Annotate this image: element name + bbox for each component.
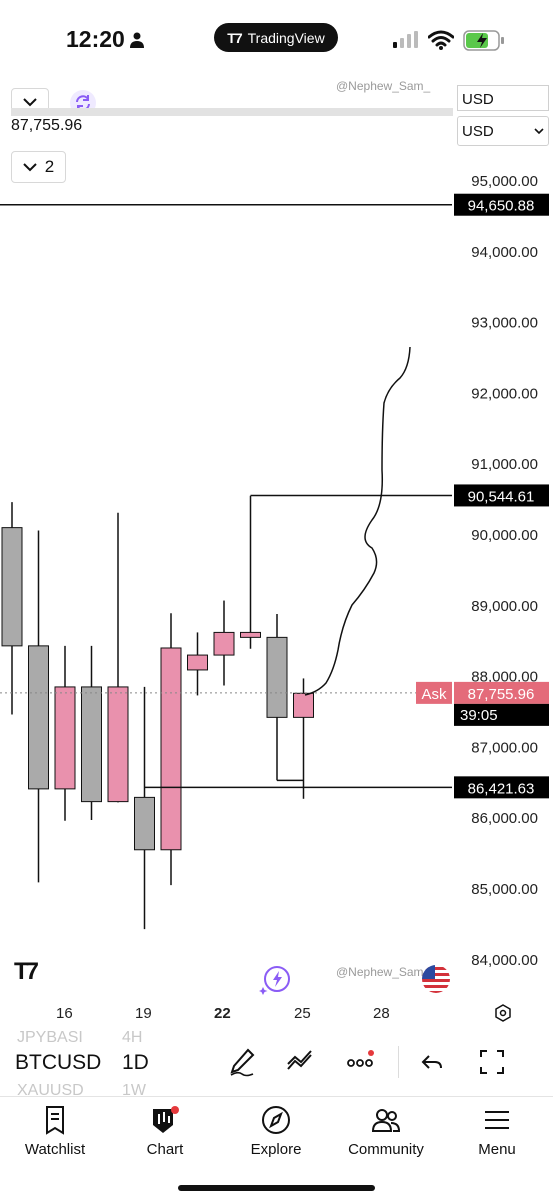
nav-community[interactable]: Community [331, 1105, 441, 1158]
price-tick-label: 85,000.00 [471, 881, 538, 898]
last-price-bg [454, 681, 549, 704]
price-display: 87,755.96 [11, 117, 83, 134]
status-bar: 12:20 T7 TradingView [0, 0, 553, 80]
home-indicator [178, 1185, 375, 1191]
nav-watchlist[interactable]: Watchlist [0, 1105, 110, 1158]
level-label-bg [454, 484, 549, 507]
level-label-bg [454, 776, 549, 799]
price-tick-label: 93,000.00 [471, 315, 538, 332]
price-tick-label: 86,000.00 [471, 810, 538, 827]
candle-body [1, 527, 23, 647]
x-axis-label: 28 [373, 1005, 390, 1022]
indicators-count: 2 [44, 157, 55, 176]
level-label-bg [454, 193, 549, 216]
nav-community-label: Community [348, 1141, 424, 1158]
chart-icon [153, 1106, 179, 1133]
settings-hex-icon[interactable] [494, 1004, 512, 1022]
tradingview-logo-icon: T7 [227, 29, 242, 46]
price-tick-label: 95,000.00 [471, 173, 538, 190]
currency-top-text: USD [462, 91, 494, 108]
tradingview-pill[interactable]: T7 TradingView [214, 23, 338, 52]
us-flag-icon[interactable] [422, 965, 450, 993]
price-tick-label: 84,000.00 [471, 952, 538, 969]
candle-body [160, 647, 182, 851]
x-axis-label: 16 [56, 1005, 73, 1022]
price-tick-label: 92,000.00 [471, 385, 538, 402]
trend-lines-icon[interactable] [286, 1047, 314, 1077]
x-axis-label: 19 [135, 1005, 152, 1022]
compass-icon [262, 1106, 290, 1134]
watchlist-icon [46, 1106, 64, 1135]
countdown-bg [454, 703, 549, 726]
menu-icon [485, 1111, 509, 1129]
candle-body [293, 692, 314, 718]
next-interval[interactable]: 1W [122, 1082, 146, 1099]
candle-body [213, 631, 235, 656]
toolbar-divider [398, 1046, 399, 1078]
chevron-down-icon [534, 127, 544, 134]
x-axis-label: 22 [214, 1005, 231, 1022]
nav-chart-label: Chart [146, 1141, 184, 1158]
fullscreen-icon[interactable] [478, 1047, 506, 1077]
candle-body [187, 654, 208, 671]
prev-interval[interactable]: 4H [122, 1029, 143, 1046]
tradingview-pill-label: TradingView [247, 29, 325, 46]
candle-body [134, 796, 155, 851]
candle-body [28, 645, 49, 790]
interval-selector[interactable]: 1D [122, 1051, 149, 1074]
pen-icon[interactable] [228, 1047, 256, 1077]
level-label-support: 86,421.63 [468, 780, 535, 797]
indicators-collapse-button[interactable]: 2 [11, 151, 66, 183]
symbol-selector[interactable]: BTCUSD [15, 1051, 102, 1074]
status-time: 12:20 [66, 26, 125, 52]
nav-chart[interactable]: Chart [110, 1105, 220, 1158]
price-tick-label: 91,000.00 [471, 456, 538, 473]
level-label-high: 94,650.88 [468, 198, 535, 215]
candle-body [54, 686, 76, 790]
nav-menu[interactable]: Menu [442, 1105, 552, 1158]
price-tick-label: 88,000.00 [471, 669, 538, 686]
watermark-bottom: @Nephew_Sam_ [336, 965, 431, 979]
next-symbol[interactable]: XAUUSD [17, 1082, 84, 1099]
level-label-mid: 90,544.61 [468, 488, 535, 505]
candle-body [266, 636, 288, 718]
community-icon [371, 1109, 401, 1132]
chevron-down-icon [23, 97, 37, 106]
person-icon [130, 32, 144, 48]
nav-menu-label: Menu [478, 1141, 516, 1158]
undo-icon[interactable] [419, 1047, 447, 1077]
signal-icon [393, 31, 418, 48]
tradingview-logo-icon: T7 [14, 958, 39, 985]
currency-label: USD [457, 85, 549, 111]
ai-sparkle-icon[interactable] [259, 965, 291, 995]
price-chart[interactable]: 95,000.00 94,000.00 93,000.00 92,000.00 91,0… [0, 80, 553, 1040]
ask-tag-bg [416, 681, 452, 704]
currency-select[interactable]: USD [457, 116, 549, 146]
countdown-label: 39:05 [460, 707, 498, 724]
ask-tag-label: Ask [421, 686, 447, 703]
price-tick-label: 89,000.00 [471, 598, 538, 615]
candle-body [240, 631, 261, 638]
projection-path [304, 346, 411, 696]
nav-watchlist-label: Watchlist [24, 1141, 86, 1158]
prev-symbol[interactable]: JPYBASI [17, 1029, 83, 1046]
chevron-down-icon [23, 162, 37, 171]
last-price-label: 87,755.96 [468, 686, 535, 703]
battery-charging-icon [463, 30, 504, 51]
watermark: @Nephew_Sam_ [336, 79, 431, 93]
nav-explore-label: Explore [250, 1141, 302, 1158]
wifi-icon [428, 30, 454, 50]
currency-select-value: USD [462, 122, 494, 140]
price-tick-label: 94,000.00 [471, 244, 538, 261]
price-tick-label: 87,000.00 [471, 739, 538, 756]
bottom-navigation: Watchlist Chart Explore Community Menu [0, 1096, 553, 1200]
header-divider [11, 108, 453, 116]
candle-body [107, 686, 129, 803]
price-tick-label: 90,000.00 [471, 527, 538, 544]
candle-body [81, 686, 102, 803]
x-axis-label: 25 [294, 1005, 311, 1022]
more-icon[interactable] [346, 1047, 374, 1077]
nav-explore[interactable]: Explore [221, 1105, 331, 1158]
